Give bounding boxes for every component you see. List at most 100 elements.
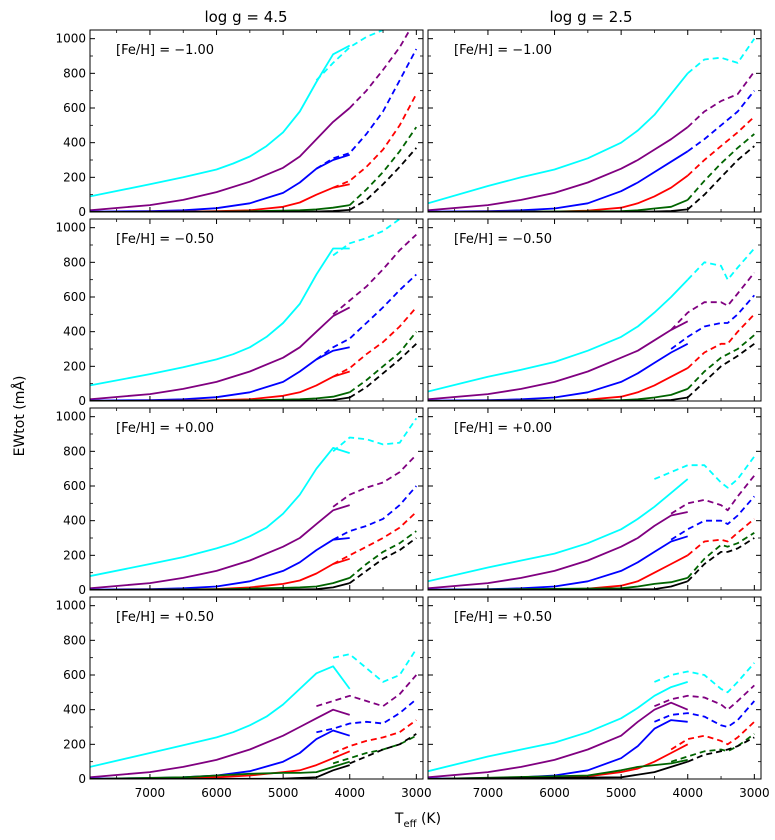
series-blue-solid <box>428 150 689 212</box>
series-purple-solid <box>428 701 689 779</box>
series-blue-solid <box>428 343 689 401</box>
series-blue-solid <box>428 535 688 590</box>
series-black-solid <box>428 760 688 779</box>
series-cyan-dashed <box>654 662 755 694</box>
x-tick-label: 5000 <box>606 786 637 800</box>
x-axis-label-main: T <box>394 811 404 827</box>
y-tick-label: 200 <box>63 548 86 562</box>
panel-lines <box>428 662 755 779</box>
panels-layer: 0 200 400 600 800 1000 [Fe/H] = −1.00 [Fe/H] = … <box>55 29 770 800</box>
panel-2-1: [Fe/H] = +0.00 <box>427 407 762 591</box>
series-blue-solid <box>90 537 350 590</box>
x-tick-label: 7000 <box>473 786 504 800</box>
panel-label-feh: [Fe/H] = +0.00 <box>454 421 552 436</box>
series-purple-dashed <box>654 684 755 711</box>
series-cyan-dashed <box>315 30 384 81</box>
series-blue-dashed <box>316 698 417 734</box>
panel-label-feh: [Fe/H] = +0.00 <box>116 421 214 436</box>
series-green-solid <box>428 199 689 212</box>
series-green-solid <box>90 760 350 779</box>
y-tick-label: 400 <box>63 325 86 339</box>
series-blue-solid <box>90 729 350 779</box>
series-cyan-dashed <box>332 417 418 452</box>
series-blue-dashed <box>315 48 418 170</box>
series-blue-solid <box>428 719 688 779</box>
panel-lines <box>428 247 756 401</box>
y-tick-label: 200 <box>63 737 86 751</box>
series-green-dashed <box>349 530 417 579</box>
series-black-dashed <box>687 343 755 399</box>
series-green-dashed <box>687 532 755 579</box>
series-purple-dashed <box>670 475 756 515</box>
panel-label-feh: [Fe/H] = +0.50 <box>454 610 552 625</box>
x-tick-label: 5000 <box>268 786 299 800</box>
series-blue-dashed <box>670 495 755 541</box>
series-purple-dashed <box>332 233 417 315</box>
y-tick-label: 800 <box>63 66 86 80</box>
panel-label-feh: [Fe/H] = −0.50 <box>454 232 552 247</box>
y-tick-label: 600 <box>63 290 86 304</box>
series-cyan-dashed <box>332 648 418 683</box>
y-tick-label: 800 <box>63 255 86 269</box>
series-black-dashed <box>349 343 417 399</box>
series-red-dashed <box>687 518 755 556</box>
panel-label-feh: [Fe/H] = −0.50 <box>116 232 214 247</box>
panel-label-feh: [Fe/H] = −1.00 <box>454 43 552 58</box>
panel-lines <box>90 417 418 590</box>
x-tick-label: 4000 <box>672 786 703 800</box>
panel-frame <box>427 29 762 213</box>
series-cyan-dashed <box>654 455 756 489</box>
x-tick-label: 6000 <box>539 786 570 800</box>
series-red-dashed <box>332 306 417 378</box>
series-green-dashed <box>349 126 418 206</box>
series-purple-dashed <box>670 272 756 331</box>
series-blue-dashed <box>654 700 755 728</box>
y-tick-label: 1000 <box>55 599 86 613</box>
series-green-dashed <box>332 734 417 765</box>
series-black-dashed <box>687 537 755 582</box>
panel-frame <box>427 596 762 780</box>
series-cyan-solid <box>90 446 350 577</box>
panel-3-0: 0 200 400 600 800 1000 7000 6000 5000 4000 3000 [Fe… <box>55 596 432 800</box>
series-purple-dashed <box>316 674 417 708</box>
series-cyan-dashed <box>687 38 756 74</box>
panel-frame <box>89 407 424 591</box>
series-black-dashed <box>687 145 755 211</box>
panel-lines <box>90 648 418 779</box>
y-tick-label: 400 <box>63 703 86 717</box>
panel-lines <box>428 38 756 212</box>
series-blue-dashed <box>315 273 417 361</box>
series-blue-dashed <box>670 294 755 350</box>
panel-label-feh: [Fe/H] = +0.50 <box>116 610 214 625</box>
series-cyan-solid <box>90 247 350 387</box>
series-purple-solid <box>90 504 350 590</box>
series-red-dashed <box>687 116 755 177</box>
x-tick-label: 4000 <box>334 786 365 800</box>
panel-2-0: 0 200 400 600 800 1000 [Fe/H] = +0.00 <box>55 407 424 597</box>
series-cyan-dashed <box>332 219 401 257</box>
series-green-solid <box>428 577 688 590</box>
series-black-dashed <box>349 537 417 584</box>
y-tick-label: 1000 <box>55 221 86 235</box>
series-purple-solid <box>90 107 351 212</box>
column-title-left: log g = 4.5 <box>204 8 287 26</box>
series-red-dashed <box>670 721 755 751</box>
y-tick-label: 400 <box>63 514 86 528</box>
x-tick-label: 7000 <box>135 786 166 800</box>
panel-lines <box>428 455 756 590</box>
series-green-solid <box>428 759 688 779</box>
x-tick-label: 6000 <box>201 786 232 800</box>
series-green-dashed <box>687 334 755 390</box>
x-tick-label: 3000 <box>739 786 770 800</box>
column-title-right: log g = 2.5 <box>549 8 632 26</box>
panel-frame <box>427 218 762 402</box>
panel-frame <box>89 29 424 213</box>
panel-frame <box>89 218 424 402</box>
y-tick-label: 800 <box>63 633 86 647</box>
panel-3-1: 7000 6000 5000 4000 3000 [Fe/H] = +0.50 <box>427 596 770 800</box>
y-tick-label: 800 <box>63 444 86 458</box>
series-blue-solid <box>90 153 350 212</box>
series-purple-solid <box>428 320 689 401</box>
series-green-solid <box>428 388 689 401</box>
